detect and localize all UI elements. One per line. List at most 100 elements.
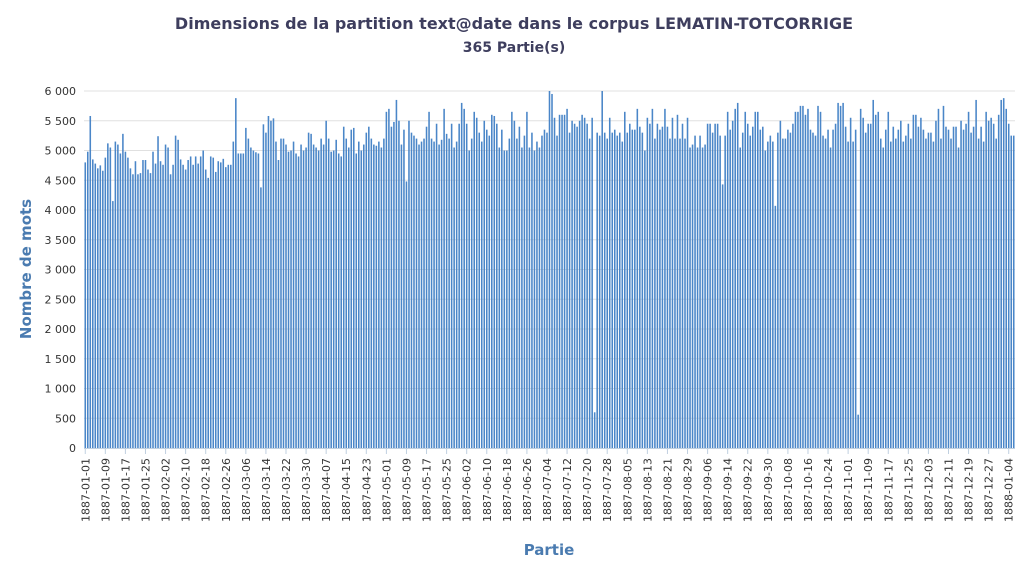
bar[interactable] bbox=[686, 117, 689, 449]
bar[interactable] bbox=[400, 144, 403, 449]
bar[interactable] bbox=[455, 141, 458, 448]
bar[interactable] bbox=[754, 111, 757, 448]
bar[interactable] bbox=[772, 141, 774, 448]
bar[interactable] bbox=[428, 111, 430, 448]
bar[interactable] bbox=[972, 126, 975, 448]
bar[interactable] bbox=[1007, 123, 1010, 448]
bar[interactable] bbox=[97, 168, 99, 448]
bar[interactable] bbox=[112, 201, 114, 448]
bar[interactable] bbox=[164, 144, 167, 449]
bar[interactable] bbox=[483, 120, 486, 448]
bar[interactable] bbox=[501, 129, 503, 449]
bar[interactable] bbox=[385, 111, 388, 448]
bar[interactable] bbox=[395, 99, 398, 449]
bar[interactable] bbox=[739, 147, 741, 448]
bar[interactable] bbox=[214, 171, 217, 449]
bar[interactable] bbox=[581, 114, 583, 449]
bar[interactable] bbox=[556, 135, 558, 449]
bar[interactable] bbox=[902, 141, 905, 448]
bar[interactable] bbox=[342, 126, 345, 448]
bar[interactable] bbox=[325, 120, 327, 448]
bar[interactable] bbox=[847, 141, 849, 448]
bar[interactable] bbox=[152, 151, 154, 448]
bar[interactable] bbox=[435, 123, 438, 448]
bar[interactable] bbox=[511, 111, 513, 448]
bar[interactable] bbox=[844, 126, 847, 448]
bar[interactable] bbox=[453, 147, 455, 448]
bar[interactable] bbox=[375, 145, 378, 449]
bar[interactable] bbox=[819, 111, 822, 448]
bar[interactable] bbox=[337, 153, 340, 449]
bar[interactable] bbox=[475, 117, 478, 449]
bar[interactable] bbox=[149, 173, 152, 449]
bar[interactable] bbox=[302, 150, 305, 449]
bar[interactable] bbox=[797, 111, 799, 448]
bar[interactable] bbox=[611, 132, 614, 448]
bar[interactable] bbox=[415, 138, 418, 448]
bar[interactable] bbox=[656, 123, 659, 448]
bar[interactable] bbox=[445, 133, 448, 448]
bar[interactable] bbox=[817, 105, 819, 449]
bar[interactable] bbox=[373, 144, 375, 449]
bar[interactable] bbox=[967, 111, 970, 448]
bar[interactable] bbox=[734, 108, 736, 448]
bar[interactable] bbox=[144, 160, 147, 448]
bar[interactable] bbox=[189, 156, 192, 448]
bar[interactable] bbox=[729, 129, 731, 449]
bar[interactable] bbox=[957, 147, 960, 448]
bar[interactable] bbox=[910, 138, 912, 448]
bar[interactable] bbox=[209, 156, 212, 448]
bar[interactable] bbox=[591, 117, 593, 449]
bar[interactable] bbox=[917, 126, 920, 448]
bar[interactable] bbox=[267, 115, 270, 449]
bar[interactable] bbox=[759, 129, 762, 449]
bar[interactable] bbox=[300, 144, 302, 449]
bar[interactable] bbox=[920, 117, 922, 449]
bar[interactable] bbox=[292, 141, 295, 448]
bar[interactable] bbox=[463, 108, 465, 448]
bar[interactable] bbox=[784, 138, 787, 448]
bar[interactable] bbox=[242, 153, 245, 449]
bar[interactable] bbox=[578, 120, 581, 448]
bar[interactable] bbox=[159, 161, 162, 448]
bar[interactable] bbox=[694, 135, 696, 449]
bar[interactable] bbox=[696, 147, 699, 448]
bar[interactable] bbox=[997, 114, 1000, 449]
bar[interactable] bbox=[222, 158, 225, 448]
bar[interactable] bbox=[814, 135, 817, 449]
bar[interactable] bbox=[310, 133, 312, 448]
bar[interactable] bbox=[418, 144, 420, 449]
bar[interactable] bbox=[352, 127, 355, 448]
bar[interactable] bbox=[566, 108, 568, 448]
bar[interactable] bbox=[521, 147, 523, 448]
bar[interactable] bbox=[413, 135, 415, 449]
bar[interactable] bbox=[157, 136, 159, 448]
bar[interactable] bbox=[350, 129, 353, 449]
bar[interactable] bbox=[543, 129, 546, 449]
bar[interactable] bbox=[154, 163, 157, 448]
bar[interactable] bbox=[117, 144, 119, 449]
bar[interactable] bbox=[177, 139, 179, 449]
bar[interactable] bbox=[320, 138, 322, 448]
bar[interactable] bbox=[634, 129, 636, 449]
bar[interactable] bbox=[250, 147, 252, 448]
bar[interactable] bbox=[955, 126, 957, 448]
bar[interactable] bbox=[122, 133, 124, 448]
bar[interactable] bbox=[960, 120, 962, 448]
bar[interactable] bbox=[709, 123, 711, 448]
bar[interactable] bbox=[312, 144, 315, 449]
bar[interactable] bbox=[947, 129, 950, 449]
bar[interactable] bbox=[282, 138, 285, 448]
bar[interactable] bbox=[804, 114, 807, 449]
bar[interactable] bbox=[664, 108, 666, 448]
bar[interactable] bbox=[307, 132, 310, 448]
bar[interactable] bbox=[225, 167, 227, 448]
bar[interactable] bbox=[879, 138, 882, 448]
bar[interactable] bbox=[473, 111, 475, 448]
bar[interactable] bbox=[935, 120, 937, 448]
bar[interactable] bbox=[774, 205, 777, 448]
bar[interactable] bbox=[134, 161, 137, 448]
bar[interactable] bbox=[227, 164, 230, 448]
bar[interactable] bbox=[378, 141, 380, 448]
bar[interactable] bbox=[568, 132, 571, 448]
